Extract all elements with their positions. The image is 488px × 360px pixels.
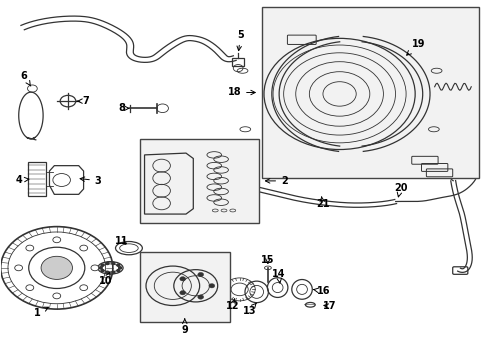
Circle shape <box>101 264 104 266</box>
Text: 14: 14 <box>271 269 285 283</box>
Circle shape <box>106 262 109 265</box>
Bar <box>27 162 46 196</box>
Text: 21: 21 <box>315 197 328 210</box>
Text: 10: 10 <box>99 273 112 286</box>
Circle shape <box>26 245 34 251</box>
Text: 16: 16 <box>313 286 329 296</box>
Circle shape <box>53 293 61 299</box>
Bar <box>232 58 244 66</box>
Text: 6: 6 <box>20 71 31 86</box>
Text: 4: 4 <box>16 175 29 185</box>
Text: 19: 19 <box>406 39 425 55</box>
Circle shape <box>180 277 185 281</box>
Circle shape <box>53 237 61 243</box>
Circle shape <box>197 295 203 299</box>
Bar <box>261 7 478 178</box>
Circle shape <box>119 267 122 269</box>
Circle shape <box>80 285 87 291</box>
Text: 1: 1 <box>34 307 48 318</box>
Circle shape <box>80 245 87 251</box>
Circle shape <box>91 265 99 271</box>
Text: 2: 2 <box>265 176 287 186</box>
Circle shape <box>208 284 214 288</box>
Text: 12: 12 <box>225 298 239 311</box>
Text: 7: 7 <box>77 96 89 106</box>
Text: 17: 17 <box>322 301 335 311</box>
Text: 13: 13 <box>242 303 256 316</box>
Bar <box>140 139 259 223</box>
Circle shape <box>117 264 120 266</box>
Text: 20: 20 <box>393 183 407 197</box>
Circle shape <box>99 267 102 269</box>
Text: 11: 11 <box>115 236 128 246</box>
Circle shape <box>15 265 22 271</box>
Text: 5: 5 <box>237 30 244 51</box>
Text: 8: 8 <box>118 103 128 113</box>
Circle shape <box>112 271 115 273</box>
Circle shape <box>41 256 72 279</box>
Circle shape <box>197 273 203 277</box>
Circle shape <box>117 270 120 272</box>
Circle shape <box>26 285 34 291</box>
Circle shape <box>101 270 104 272</box>
Text: 9: 9 <box>181 319 188 334</box>
Bar <box>140 252 229 321</box>
Text: 15: 15 <box>261 255 274 265</box>
Circle shape <box>106 271 109 273</box>
Circle shape <box>180 291 185 295</box>
Text: 3: 3 <box>80 176 102 186</box>
Circle shape <box>112 262 115 265</box>
Text: 18: 18 <box>227 87 255 98</box>
